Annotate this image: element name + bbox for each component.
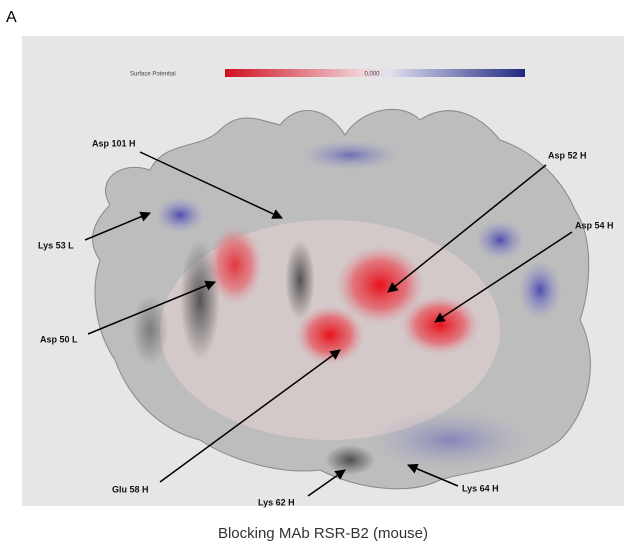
residue-label: Lys 64 H xyxy=(462,483,499,493)
legend-center: 0.000 xyxy=(364,72,380,78)
residue-label: Lys 62 H xyxy=(258,497,295,507)
panel-label: A xyxy=(6,9,17,26)
residue-label: Asp 54 H xyxy=(575,220,614,230)
caption: Blocking MAb RSR-B2 (mouse) xyxy=(218,525,428,542)
residue-label: Lys 53 L xyxy=(38,240,74,250)
residue-label: Glu 58 H xyxy=(112,484,149,494)
residue-label: Asp 52 H xyxy=(548,150,587,160)
residue-label: Asp 101 H xyxy=(92,138,136,148)
figure: A Surface Potential 0.000 Asp 101 H Asp … xyxy=(0,0,635,554)
residue-label: Asp 50 L xyxy=(40,334,78,344)
legend-title: Surface Potential xyxy=(130,72,176,78)
